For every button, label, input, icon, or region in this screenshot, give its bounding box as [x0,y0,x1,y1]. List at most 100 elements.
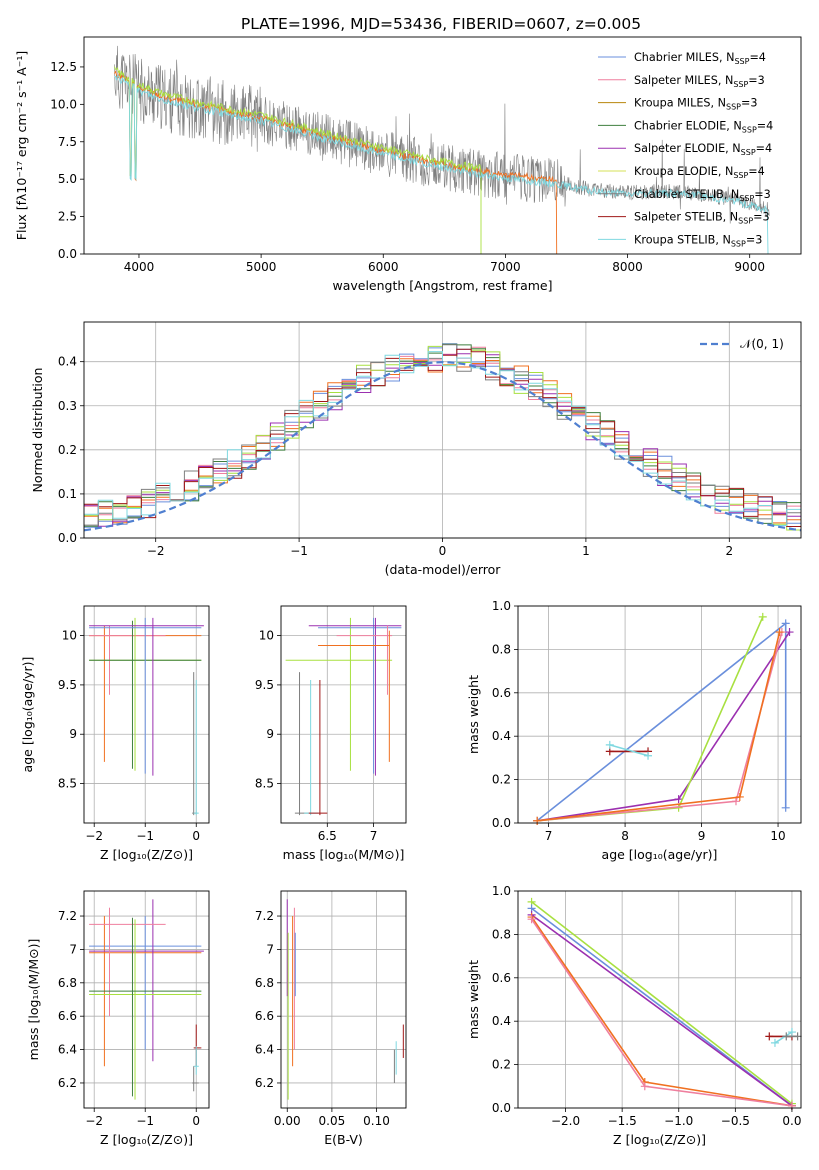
y-tick-label: 0.8 [492,927,511,941]
x-tick-label: −1 [290,544,308,558]
x-tick-label: 6.5 [318,829,337,843]
axes-frame [280,605,407,824]
x-tick-label: 9 [698,829,706,843]
plot-area [84,37,801,254]
data-layer [89,617,204,816]
panel-weight_vs_age: 7 8 9 10 0.0 0.2 0.4 0.6 0.8 1.0 age [log₁₀(age/yr… [466,599,802,862]
weight-marker [787,1028,796,1037]
y-tick-label: 6.4 [58,1043,77,1057]
axes-frame [517,605,802,824]
y-axis-label: Normed distribution [30,368,45,493]
x-axis-label: wavelength [Angstrom, rest frame] [332,278,552,293]
x-tick-label: 0.10 [363,1114,390,1128]
x-tick-label: −1 [136,1114,154,1128]
plot-area [84,606,209,823]
plot-area [84,891,209,1108]
y-tick-label: 0.6 [492,686,511,700]
axes-frame [517,890,802,1109]
y-tick-label: 6.2 [255,1076,274,1090]
y-tick-label: 0.1 [58,487,77,501]
y-tick-label: 8.5 [58,777,77,791]
x-tick-label: 2 [725,544,733,558]
data-layer [533,612,794,825]
panel-spectrum: 4000 5000 6000 7000 8000 9000 0.0 2.5 5.0 7.5 10.0… [14,36,802,293]
x-axis-label: (data-model)/error [385,562,502,577]
weight-marker [781,619,790,628]
y-tick-label: 6.8 [255,976,274,990]
x-tick-label: −0.5 [721,1114,750,1128]
x-tick-label: −2.0 [551,1114,580,1128]
figure-title: PLATE=1996, MJD=53436, FIBERID=0607, z=0… [241,15,641,33]
x-tick-label: 10 [770,829,785,843]
y-tick-label: 9 [266,727,274,741]
x-tick-label: 0 [439,544,447,558]
panel-mass_vs_Z: −2 −1 0 6.2 6.4 6.6 6.8 7 7.2 Z [log₁₀(Z/Z⊙)] mass… [26,890,210,1147]
y-tick-label: 7.5 [58,135,77,149]
legend-label: Kroupa STELIB, NSSP=3 [634,233,762,248]
y-axis-label: age [log₁₀(age/yr)] [20,657,35,773]
weight-marker [533,816,542,825]
weight-marker [785,628,794,637]
x-axis-label: E(B-V) [324,1132,363,1147]
x-tick-label: 0.05 [319,1114,346,1128]
legend-label: Salpeter MILES, NSSP=3 [634,74,765,89]
weight-marker [781,803,790,812]
weight-marker [758,612,767,621]
x-tick-label: −2 [85,1114,103,1128]
plot-area [518,606,801,823]
axes-frame [83,890,210,1109]
panel-age_vs_Z: −2 −1 0 8.5 9 9.5 10 Z [log₁₀(Z/Z⊙)] age [log₁₀(… [20,605,210,862]
x-tick-label: 8000 [612,260,643,274]
gaussian-curve [83,360,802,532]
weight-line-purple [531,914,793,1107]
y-tick-label: 10 [62,629,77,643]
y-tick-label: 7.2 [58,909,77,923]
y-tick-label: 0.2 [492,1058,511,1072]
y-tick-label: 9.5 [255,678,274,692]
y-axis-label: mass weight [466,675,481,754]
y-tick-label: 7 [69,942,77,956]
x-tick-label: 0 [192,829,200,843]
x-tick-label: 0 [192,1114,200,1128]
y-tick-label: 0.4 [492,1014,511,1028]
weight-line-blue [531,907,793,1107]
y-tick-label: 5.0 [58,172,77,186]
y-tick-label: 0.8 [492,642,511,656]
y-tick-label: 7.2 [255,909,274,923]
y-tick-label: 6.6 [255,1009,274,1023]
y-tick-label: 9 [69,727,77,741]
y-tick-label: 0.3 [58,399,77,413]
weight-marker [605,740,614,749]
weight-marker [770,1038,779,1047]
legend-label: 𝒩(0, 1) [740,337,784,351]
x-axis-label: Z [log₁₀(Z/Z⊙)] [613,1132,706,1147]
y-tick-label: 2.5 [58,210,77,224]
weight-marker [731,797,740,806]
y-tick-label: 0.4 [58,355,77,369]
legend-label: Chabrier STELIB, NSSP=3 [634,188,771,203]
x-axis-label: Z [log₁₀(Z/Z⊙)] [100,847,193,862]
weight-marker [640,1082,649,1091]
y-tick-label: 7 [266,942,274,956]
y-axis-label: mass weight [466,960,481,1039]
data-layer [83,343,802,532]
x-tick-label: 7 [370,829,378,843]
panel-weight_vs_Z: −2.0 −1.5 −1.0 −0.5 0.0 0.0 0.2 0.4 0.6 0.8 1.0 Z [… [466,884,802,1147]
y-tick-label: 0.2 [492,773,511,787]
x-tick-label: 4000 [124,260,155,274]
x-axis-label: age [log₁₀(age/yr)] [602,847,718,862]
y-axis-label: Flux [fλ10⁻¹⁷ erg cm⁻² s⁻¹ A⁻¹] [14,51,29,240]
y-tick-label: 10 [259,629,274,643]
y-tick-label: 0.4 [492,729,511,743]
x-tick-label: 9000 [734,260,765,274]
legend-label: Salpeter ELODIE, NSSP=4 [634,142,772,157]
spectrum-legend: Chabrier MILES, NSSP=4 Salpeter MILES, NS… [598,51,773,248]
y-tick-label: 0.2 [58,443,77,457]
weight-marker [674,795,683,804]
plot-area [281,891,406,1108]
x-axis-label: mass [log₁₀(M/M⊙)] [283,847,405,862]
histogram-cyan [84,351,801,526]
y-tick-label: 12.5 [50,60,77,74]
x-tick-label: −2 [147,544,165,558]
